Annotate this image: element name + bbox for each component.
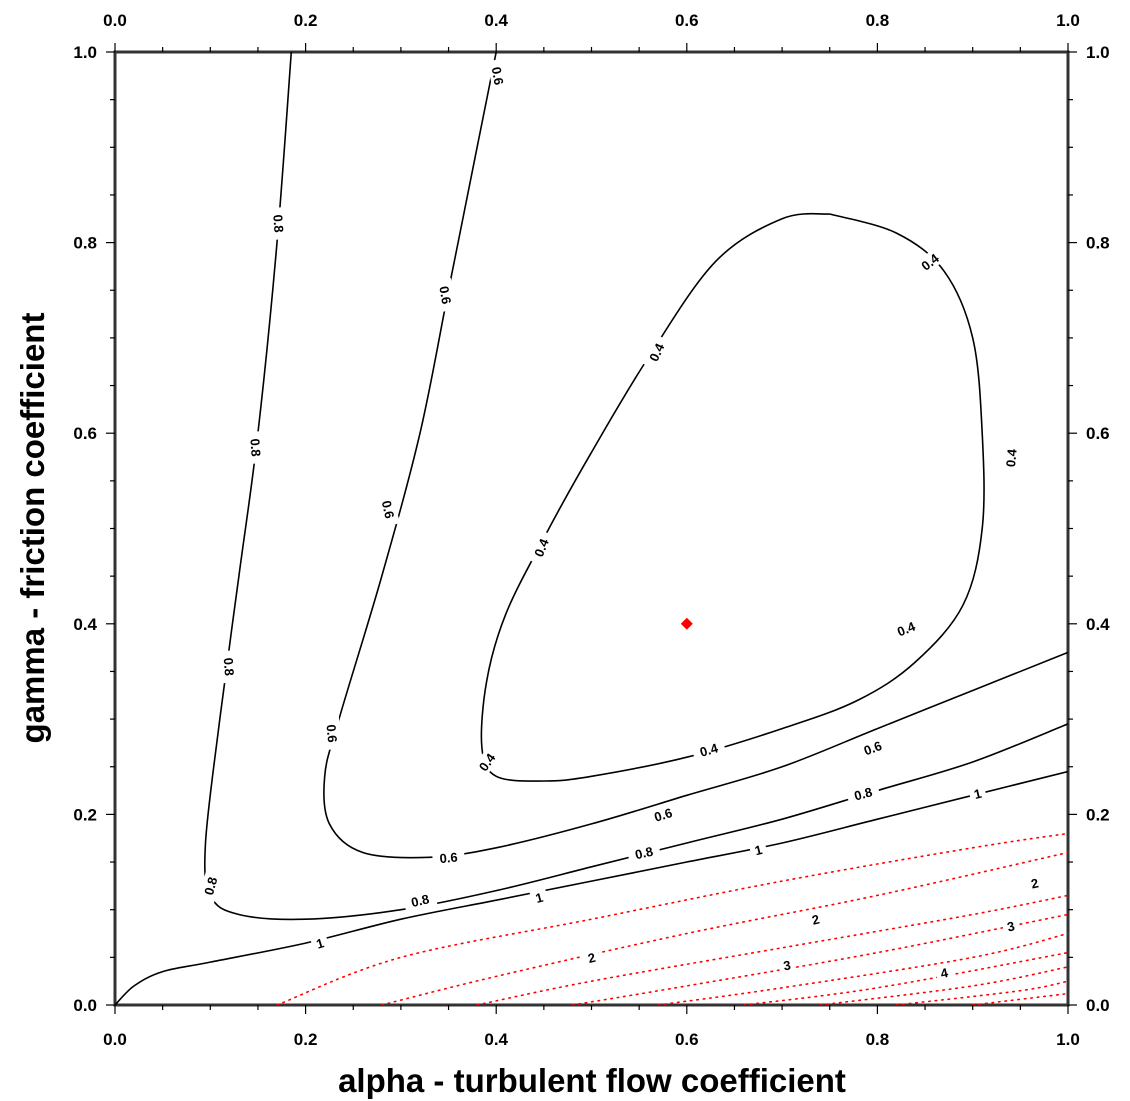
x-tick-label-bottom: 0.0 [103, 1030, 127, 1049]
contour-label-0.6-4: 0.6 [431, 847, 466, 867]
contour-label-0.6-0: 0.6 [487, 58, 509, 93]
svg-text:0.8: 0.8 [634, 844, 655, 863]
y-tick-label-left: 0.2 [73, 805, 97, 824]
y-tick-label-left: 0.6 [73, 424, 97, 443]
contour-line-1-0 [115, 770, 1068, 1005]
contour-line-unlabeled-12 [971, 992, 1068, 1005]
svg-text:1: 1 [972, 786, 983, 802]
svg-text:0.8: 0.8 [410, 891, 431, 910]
x-tick-label-top: 0.0 [103, 11, 127, 30]
y-tick-label-left: 0.0 [73, 996, 97, 1015]
svg-text:2: 2 [586, 950, 597, 966]
svg-text:0.6: 0.6 [652, 805, 674, 825]
contour-line-unlabeled-5 [381, 851, 1068, 1005]
contour-line-4-8 [657, 932, 1068, 1005]
contour-label-4-0: 4 [934, 963, 954, 983]
x-tick-label-bottom: 0.4 [484, 1030, 508, 1049]
contour-label-0.6-3: 0.6 [322, 716, 342, 751]
contour-label-2-1: 2 [805, 909, 826, 929]
svg-text:0.6: 0.6 [436, 285, 454, 305]
contour-label-0.6-6: 0.6 [854, 734, 891, 761]
y-tick-label-right: 0.8 [1086, 234, 1110, 253]
contour-label-0.4-6: 0.4 [642, 334, 671, 371]
y-tick-label-right: 1.0 [1086, 43, 1110, 62]
contour-label-0.8-3: 0.8 [198, 868, 223, 904]
contour-label-0.4-2: 0.4 [888, 615, 924, 643]
contour-label-0.6-5: 0.6 [645, 802, 681, 827]
svg-text:3: 3 [782, 957, 792, 973]
svg-text:0.6: 0.6 [862, 738, 884, 758]
y-tick-label-left: 0.8 [73, 234, 97, 253]
y-tick-label-right: 0.2 [1086, 805, 1110, 824]
y-axis-title: gamma - friction coefficient [14, 313, 51, 744]
contour-label-1-1: 1 [529, 887, 549, 908]
marker-layer [680, 617, 693, 630]
y-tick-label-left: 0.4 [73, 615, 97, 634]
svg-text:0.6: 0.6 [324, 724, 341, 743]
svg-text:0.8: 0.8 [247, 438, 263, 457]
contour-label-0.8-2: 0.8 [220, 650, 239, 684]
svg-text:0.4: 0.4 [531, 536, 552, 559]
y-tick-label-right: 0.6 [1086, 424, 1110, 443]
contour-label-3-1: 3 [1001, 916, 1021, 936]
contour-label-2-2: 2 [1025, 873, 1045, 893]
contour-label-0.8-5: 0.8 [626, 841, 662, 864]
svg-text:0.6: 0.6 [439, 850, 458, 867]
y-tick-label-right: 0.4 [1086, 615, 1110, 634]
contour-label-0.4-3: 0.4 [691, 737, 727, 762]
contour-label-0.4-1: 0.4 [1001, 441, 1021, 475]
plot-frame [113, 50, 1070, 1007]
y-tick-label-left: 1.0 [73, 43, 97, 62]
svg-text:2: 2 [1030, 875, 1040, 891]
y-tick-label-right: 0.0 [1086, 996, 1110, 1015]
contour-label-0.6-1: 0.6 [435, 277, 457, 313]
contour-line-0.4-3 [480, 212, 985, 782]
svg-text:0.8: 0.8 [201, 875, 220, 896]
contour-line-unlabeled-11 [895, 980, 1068, 1005]
svg-text:0.8: 0.8 [270, 214, 286, 233]
svg-text:4: 4 [939, 965, 950, 981]
contour-label-3-0: 3 [777, 955, 797, 975]
svg-text:1: 1 [534, 890, 545, 906]
svg-text:0.4: 0.4 [895, 618, 918, 639]
svg-text:0.6: 0.6 [379, 499, 398, 520]
contour-label-1-0: 1 [309, 933, 330, 954]
contour-line-0.6-2 [323, 52, 1068, 859]
contour-label-0.8-1: 0.8 [246, 430, 266, 465]
svg-text:0.6: 0.6 [489, 66, 507, 86]
contour-labels-layer: 1 1 1 1 0.8 0.8 0.8 0.8 0.8 0.8 0.8 0.6 0.6 0.6 0.6 0.6… [198, 58, 1045, 983]
svg-text:0.4: 0.4 [646, 340, 668, 363]
contour-line-unlabeled-10 [819, 966, 1068, 1005]
contour-line-2-4 [276, 832, 1068, 1005]
x-tick-label-bottom: 0.6 [675, 1030, 699, 1049]
x-tick-label-bottom: 0.2 [294, 1030, 318, 1049]
x-tick-label-top: 0.4 [484, 11, 508, 30]
contour-label-0.4-5: 0.4 [527, 529, 555, 566]
svg-text:0.4: 0.4 [1003, 448, 1020, 468]
x-axis-title: alpha - turbulent flow coefficient [338, 1062, 846, 1099]
x-tick-label-top: 0.6 [675, 11, 699, 30]
ticks-layer: 0.0 0.0 0.2 0.2 0.4 0.4 0.6 0.6 0.8 0.8 1.0 1.0 0.0 0… [73, 11, 1110, 1049]
contour-label-0.8-4: 0.8 [402, 888, 438, 912]
x-tick-label-top: 1.0 [1056, 11, 1080, 30]
x-tick-label-bottom: 1.0 [1056, 1030, 1080, 1049]
contour-label-2-0: 2 [581, 947, 602, 968]
x-tick-label-top: 0.2 [294, 11, 318, 30]
contour-line-unlabeled-9 [743, 951, 1068, 1005]
svg-text:0.8: 0.8 [853, 784, 874, 803]
svg-text:1: 1 [753, 842, 764, 858]
contour-label-1-3: 1 [967, 783, 988, 804]
svg-text:1: 1 [314, 935, 325, 951]
contour-label-1-2: 1 [748, 840, 768, 860]
x-tick-label-top: 0.8 [866, 11, 890, 30]
svg-text:3: 3 [1006, 918, 1016, 934]
contour-label-0.8-0: 0.8 [269, 206, 288, 241]
contour-label-0.6-2: 0.6 [377, 492, 400, 527]
optimum-marker [680, 617, 693, 630]
svg-text:2: 2 [810, 912, 821, 928]
x-tick-label-bottom: 0.8 [866, 1030, 890, 1049]
svg-text:0.4: 0.4 [698, 740, 720, 760]
svg-text:0.8: 0.8 [221, 657, 237, 676]
